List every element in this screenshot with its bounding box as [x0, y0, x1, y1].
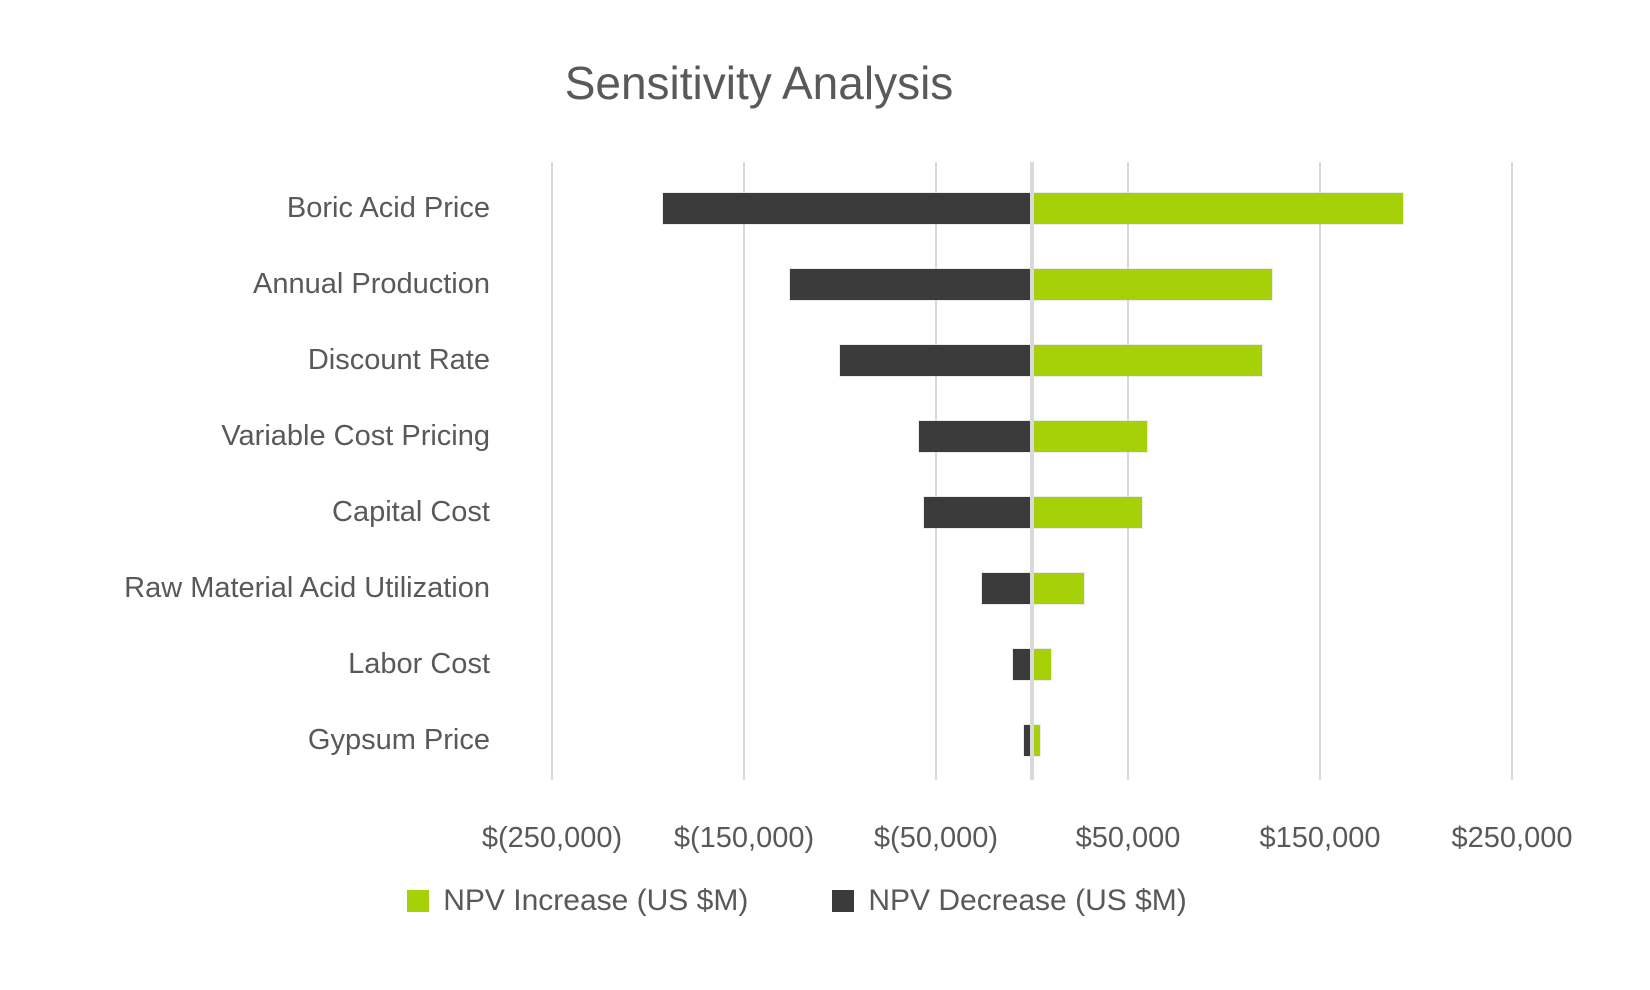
bar-npv-decrease [918, 420, 1032, 452]
legend-swatch-decrease [832, 890, 855, 912]
x-axis-tick-label: $(250,000) [481, 822, 623, 854]
gridline [1127, 162, 1129, 780]
zero-baseline [1030, 162, 1034, 780]
category-label: Annual Production [253, 268, 490, 300]
category-label: Gypsum Price [307, 724, 490, 756]
bar-npv-decrease [790, 268, 1032, 300]
legend-label: NPV Decrease (US $M) [868, 884, 1187, 917]
x-axis-tick-label: $(50,000) [873, 822, 999, 854]
category-label: Raw Material Acid Utilization [124, 572, 490, 604]
bar-npv-increase [1032, 420, 1148, 452]
bar-npv-decrease [840, 344, 1032, 376]
chart-title: Sensitivity Analysis [564, 57, 954, 109]
x-axis-tick-label: $150,000 [1259, 822, 1381, 854]
category-label: Boric Acid Price [286, 192, 490, 224]
bar-npv-increase [1032, 572, 1084, 604]
bar-npv-decrease [923, 496, 1032, 528]
category-label: Labor Cost [348, 648, 490, 680]
bar-npv-decrease [1024, 724, 1032, 756]
category-label: Capital Cost [332, 496, 490, 528]
bar-npv-increase [1032, 724, 1040, 756]
chart-legend: NPV Increase (US $M) NPV Decrease (US $M) [0, 884, 1622, 918]
category-label: Discount Rate [307, 344, 490, 376]
legend-label: NPV Increase (US $M) [443, 884, 749, 917]
gridline [935, 162, 937, 780]
gridline [551, 162, 553, 780]
bar-npv-increase [1032, 192, 1403, 224]
x-axis-tick-label: $(150,000) [673, 822, 815, 854]
bar-npv-increase [1032, 344, 1263, 376]
x-axis-tick-label: $250,000 [1451, 822, 1573, 854]
bar-npv-decrease [1012, 648, 1032, 680]
legend-swatch-increase [407, 890, 430, 912]
gridline [1319, 162, 1321, 780]
x-axis-tick-label: $50,000 [1075, 822, 1181, 854]
gridline [743, 162, 745, 780]
gridline [1511, 162, 1513, 780]
bar-npv-increase [1032, 496, 1143, 528]
bar-npv-increase [1032, 268, 1272, 300]
bar-npv-increase [1032, 648, 1052, 680]
category-label: Variable Cost Pricing [221, 420, 490, 452]
bar-npv-decrease [982, 572, 1032, 604]
bar-npv-decrease [663, 192, 1032, 224]
legend-item: NPV Decrease (US $M) [832, 884, 1187, 918]
legend-item: NPV Increase (US $M) [407, 884, 748, 918]
